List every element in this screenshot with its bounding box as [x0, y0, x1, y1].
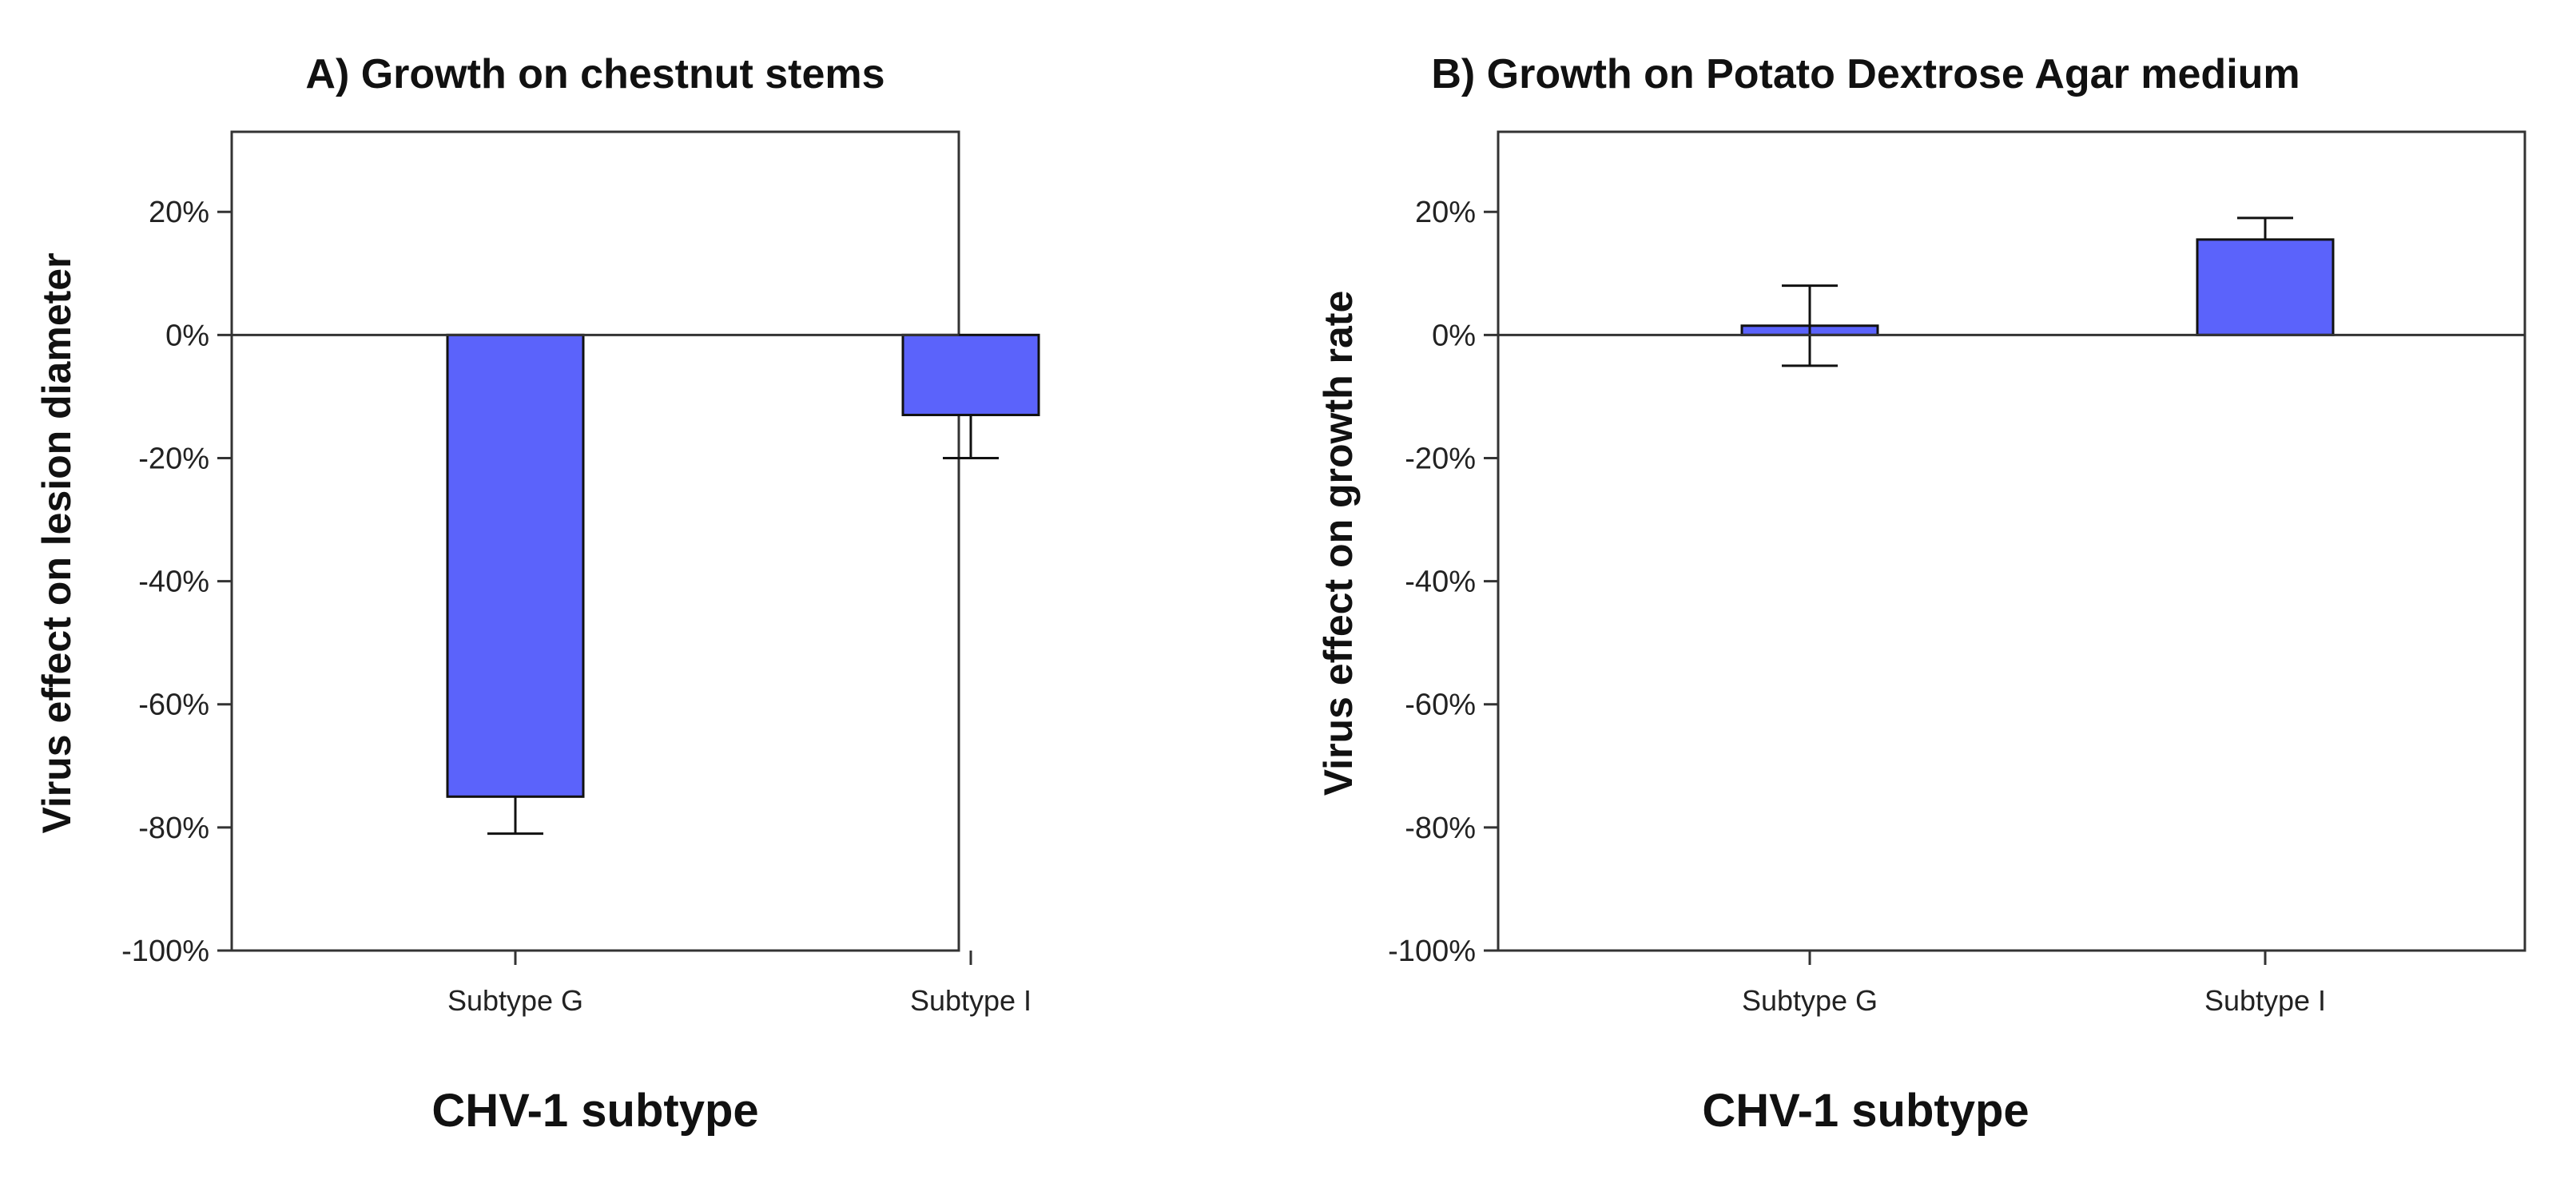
panel-b-ytick-label: 20% [1415, 196, 1476, 229]
panel-a: A) Growth on chestnut stems Virus effect… [34, 51, 1040, 1137]
panel-b-category-label: Subtype I [2204, 984, 2326, 1017]
panel-a-ytick-label: -100% [121, 935, 209, 968]
panel-a-y-axis: -100% -80% -60% -40% -20% 0% 20% [121, 196, 232, 968]
panel-a-y-axis-title: Virus effect on lesion diameter [34, 252, 79, 833]
panel-a-ytick-label: -20% [138, 442, 209, 475]
panel-b-ytick-label: -100% [1388, 935, 1476, 968]
panel-a-ytick-label: -40% [138, 566, 209, 599]
panel-a-title: A) Growth on chestnut stems [305, 51, 885, 97]
panel-b-bars [1740, 216, 2335, 367]
panel-b-y-axis-title: Virus effect on growth rate [1316, 291, 1361, 796]
panel-b-title: B) Growth on Potato Dextrose Agar medium [1431, 51, 2300, 97]
panel-a-ytick-label: 0% [165, 319, 209, 352]
panel-a-ytick-label: -60% [138, 689, 209, 722]
panel-a-bars [446, 333, 1040, 836]
panel-b-ytick-label: -80% [1405, 812, 1476, 845]
panel-b-x-axis: Subtype G Subtype I [1742, 951, 2326, 1017]
panel-b-bar-subtype-i [2196, 238, 2335, 336]
panel-a-ytick-label: -80% [138, 812, 209, 845]
panel-b-category-label: Subtype G [1742, 984, 1878, 1017]
panel-b-ytick-label: -40% [1405, 566, 1476, 599]
panel-a-category-label: Subtype I [910, 984, 1032, 1017]
panel-b-ytick-label: -60% [1405, 689, 1476, 722]
panel-a-x-axis: Subtype G Subtype I [447, 951, 1032, 1017]
panel-a-bar-subtype-i [901, 333, 1040, 417]
panel-b: B) Growth on Potato Dextrose Agar medium… [1316, 51, 2526, 1137]
panel-a-category-label: Subtype G [447, 984, 583, 1017]
panel-a-plot-frame [230, 130, 960, 952]
panel-a-ytick-label: 20% [149, 196, 209, 229]
panel-b-x-axis-title: CHV-1 subtype [1702, 1085, 2029, 1137]
panel-b-ytick-label: -20% [1405, 442, 1476, 475]
panel-b-y-axis: -100% -80% -60% -40% -20% 0% 20% [1388, 196, 1498, 968]
panel-b-plot-frame [1497, 130, 2526, 952]
panel-b-ytick-label: 0% [1432, 319, 1476, 352]
panel-a-x-axis-title: CHV-1 subtype [431, 1085, 758, 1137]
panel-a-bar-subtype-g [446, 333, 585, 798]
